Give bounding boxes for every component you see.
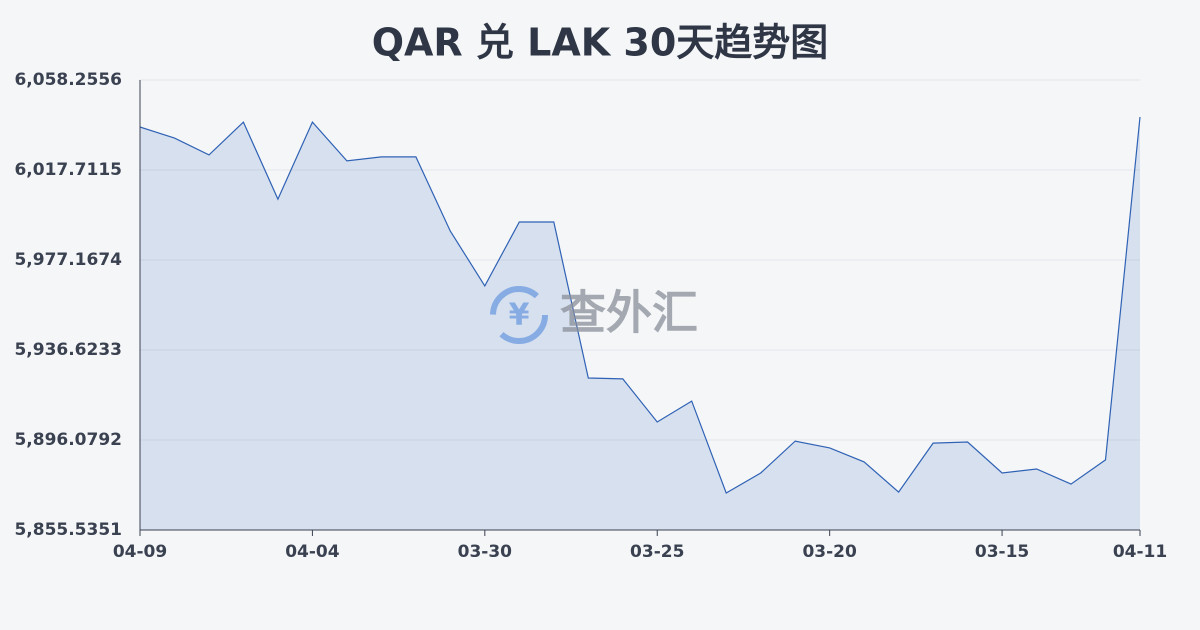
watermark-icon: [490, 286, 548, 344]
x-tick-label: 03-20: [802, 542, 857, 562]
line: [139, 116, 1141, 494]
y-tick-label: 5,977.1674: [14, 250, 122, 270]
watermark-icon-symbol: ¥: [509, 298, 530, 333]
x-tick-label: 03-30: [458, 542, 513, 562]
y-tick-label: 5,855.5351: [14, 520, 122, 540]
x-tick-label: 04-09: [113, 542, 167, 562]
x-tick-label: 04-11: [1113, 542, 1167, 562]
watermark-text: 查外汇: [560, 286, 698, 340]
y-tick-label: 6,017.7115: [14, 160, 122, 180]
watermark: ¥ 查外汇: [490, 286, 698, 344]
plot-area: 5,855.5351 5,896.0792 5,936.6233 5,977.1674…: [14, 70, 1167, 562]
x-tick-label: 03-25: [630, 542, 684, 562]
y-tick-label: 5,896.0792: [14, 430, 122, 450]
y-tick-label: 6,058.2556: [14, 70, 122, 90]
x-tick-label: 03-15: [975, 542, 1029, 562]
area: [140, 117, 1140, 530]
y-tick-label: 5,936.6233: [14, 340, 122, 360]
chart-title: QAR 兑 LAK 30天趋势图: [372, 21, 829, 65]
x-tick-label: 04-04: [285, 542, 340, 562]
